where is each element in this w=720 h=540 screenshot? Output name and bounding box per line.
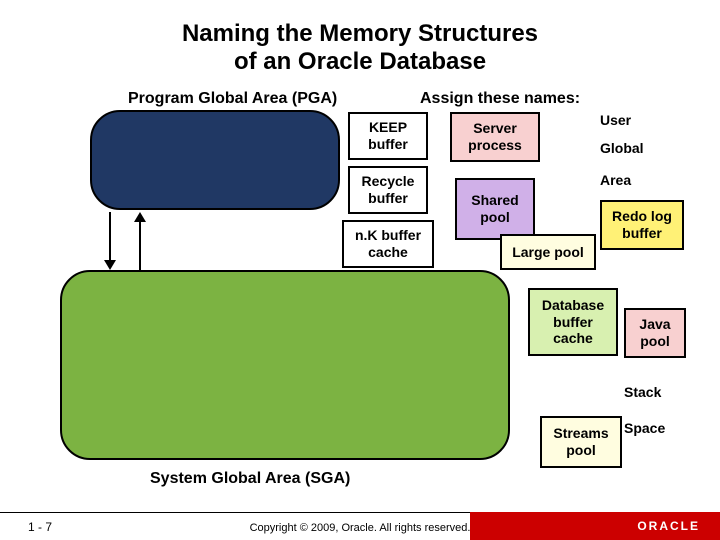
global-term: Global (600, 140, 678, 164)
recycle-buffer-box: Recycle buffer (348, 166, 428, 214)
assign-label: Assign these names: (420, 90, 580, 108)
arrow-up-icon (130, 212, 150, 270)
title-line-2: of an Oracle Database (0, 48, 720, 76)
shared-pool-box: Shared pool (455, 178, 535, 240)
copyright-text: Copyright © 2009, Oracle. All rights res… (0, 522, 720, 534)
streams-pool-box: Streams pool (540, 416, 622, 468)
keep-buffer-box: KEEP buffer (348, 112, 428, 160)
pga-label: Program Global Area (PGA) (128, 90, 337, 108)
redo-log-box: Redo log buffer (600, 200, 684, 250)
slide: Naming the Memory Structures of an Oracl… (0, 0, 720, 540)
large-pool-box: Large pool (500, 234, 596, 270)
user-term: User (600, 112, 678, 136)
server-process-box: Server process (450, 112, 540, 162)
space-term: Space (624, 420, 686, 444)
arrow-down-icon (100, 212, 120, 270)
title-line-1: Naming the Memory Structures (0, 20, 720, 48)
sga-region (60, 270, 510, 460)
db-buffer-box: Database buffer cache (528, 288, 618, 356)
slide-title: Naming the Memory Structures of an Oracl… (0, 20, 720, 76)
stack-term: Stack (624, 384, 686, 408)
area-term: Area (600, 172, 678, 196)
sga-label: System Global Area (SGA) (150, 470, 350, 488)
nk-buffer-box: n.K buffer cache (342, 220, 434, 268)
java-pool-box: Java pool (624, 308, 686, 358)
pga-region (90, 110, 340, 210)
